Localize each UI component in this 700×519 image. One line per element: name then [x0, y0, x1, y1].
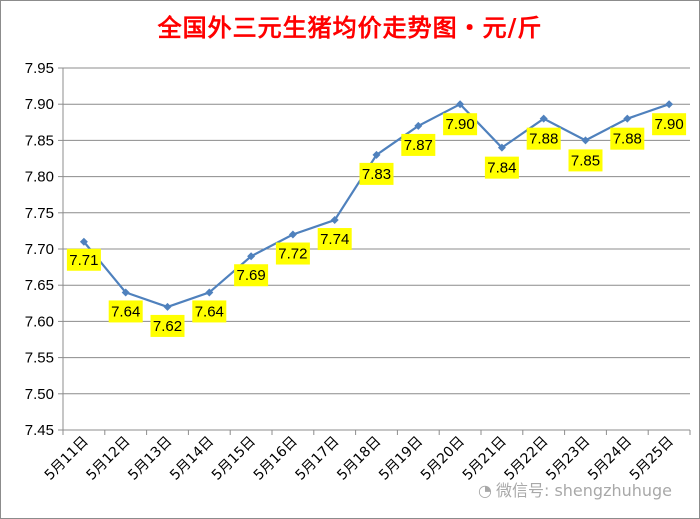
x-tick-label: 5月19日 — [376, 434, 426, 484]
data-label-box — [443, 113, 478, 136]
data-label-box — [359, 162, 394, 185]
data-label-box — [568, 149, 603, 172]
data-label: 7.90 — [445, 116, 474, 133]
y-tick-label: 7.95 — [25, 60, 54, 77]
y-tick-label: 7.85 — [25, 132, 54, 149]
data-label-box — [484, 156, 519, 179]
y-tick-label: 7.45 — [25, 422, 54, 439]
data-labels: 7.71 7.64 7.62 7.64 7.69 7.72 7.74 7.83 7.87 7.90… — [66, 113, 687, 337]
x-tick-label: 5月20日 — [418, 434, 468, 484]
y-tick-label: 7.65 — [25, 277, 54, 294]
y-tick-label: 7.75 — [25, 205, 54, 222]
data-label: 7.62 — [153, 318, 182, 335]
data-point — [665, 100, 674, 109]
chart-title: 全国外三元生猪均价走势图・元/斤 — [157, 13, 543, 42]
x-tick-label: 5月12日 — [84, 434, 134, 484]
data-label-box — [275, 242, 310, 265]
data-label-box — [66, 248, 101, 271]
watermark: ◔ 微信号: shengzhuhuge — [478, 477, 672, 501]
data-point — [163, 302, 172, 311]
y-tick-label: 7.80 — [25, 169, 54, 186]
x-tick-label: 5月11日 — [42, 434, 92, 484]
y-tick-label: 7.90 — [25, 96, 54, 113]
y-tick-label: 7.70 — [25, 241, 54, 258]
y-tick-label: 7.50 — [25, 386, 54, 403]
x-tick-label: 5月17日 — [293, 434, 343, 484]
y-tick-label: 7.55 — [25, 350, 54, 367]
wechat-icon: ◔ — [478, 481, 492, 500]
data-label: 7.71 — [69, 252, 98, 269]
data-point — [330, 216, 339, 225]
x-tick-label: 5月14日 — [167, 434, 217, 484]
x-axis-ticks: 5月11日5月12日5月13日5月14日5月15日5月16日5月17日5月18日… — [42, 430, 691, 484]
x-tick-label: 5月13日 — [125, 434, 175, 484]
data-point — [79, 237, 88, 246]
data-point — [539, 114, 548, 123]
data-label: 7.74 — [320, 231, 349, 248]
series-line-group — [79, 100, 674, 311]
data-point — [372, 150, 381, 159]
data-point — [497, 143, 506, 152]
data-label: 7.88 — [529, 131, 558, 148]
data-point — [121, 288, 130, 297]
data-point — [623, 114, 632, 123]
data-label: 7.64 — [195, 303, 224, 320]
y-tick-label: 7.60 — [25, 313, 54, 330]
x-tick-label: 5月15日 — [209, 434, 259, 484]
x-tick-label: 5月16日 — [251, 434, 301, 484]
data-label-box — [108, 300, 143, 323]
data-point — [581, 136, 590, 145]
data-label-box — [652, 113, 687, 136]
data-point — [288, 230, 297, 239]
data-point — [414, 121, 423, 130]
data-label-box — [401, 133, 436, 156]
data-point — [456, 100, 465, 109]
data-point — [205, 288, 214, 297]
data-label: 7.84 — [487, 160, 516, 177]
data-label: 7.64 — [111, 303, 140, 320]
data-label-box — [150, 314, 185, 337]
data-label-box — [234, 264, 269, 287]
data-label: 7.72 — [278, 246, 307, 263]
data-label-box — [526, 127, 561, 150]
data-label: 7.90 — [654, 116, 683, 133]
series-line — [83, 102, 670, 309]
data-label: 7.83 — [362, 166, 391, 183]
data-label-box — [192, 300, 227, 323]
watermark-text: 微信号: shengzhuhuge — [495, 481, 673, 500]
data-label: 7.88 — [613, 131, 642, 148]
data-label: 7.69 — [236, 267, 265, 284]
data-label: 7.85 — [571, 152, 600, 169]
y-axis-ticks: 7.45 7.50 7.55 7.60 7.65 7.70 7.75 7.80 7.85 7.90… — [25, 60, 63, 439]
x-tick-label: 5月18日 — [334, 434, 384, 484]
data-point — [247, 252, 256, 261]
gridlines — [63, 67, 690, 431]
data-label: 7.87 — [404, 137, 433, 154]
data-label-box — [317, 228, 352, 251]
data-label-box — [610, 127, 645, 150]
